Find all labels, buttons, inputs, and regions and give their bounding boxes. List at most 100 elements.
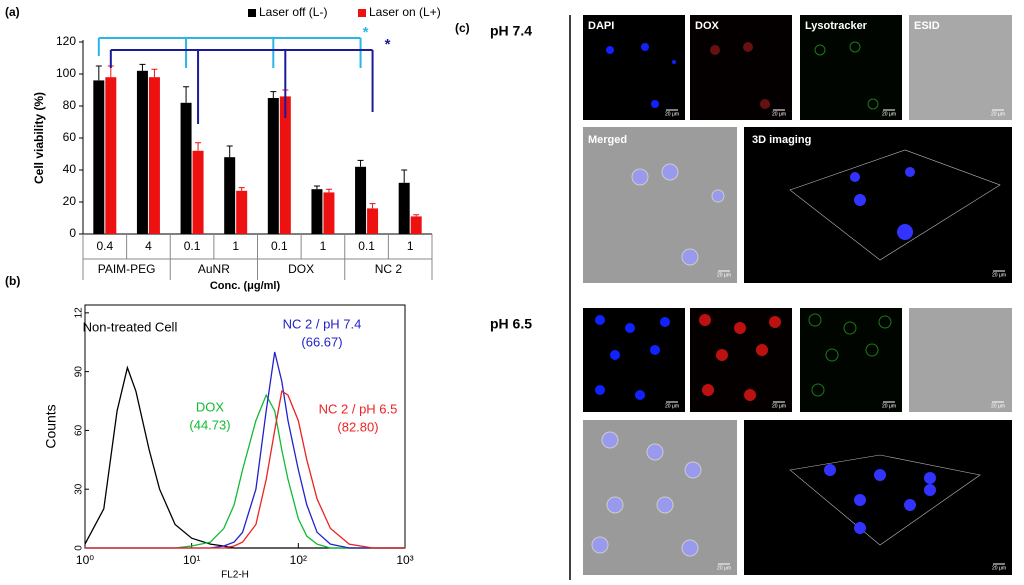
- scale-bar-label: 20 μm: [665, 111, 679, 117]
- error-bar: [313, 185, 320, 190]
- panel-label: (c): [455, 21, 470, 35]
- error-bar: [238, 187, 245, 191]
- error-bar: [413, 214, 420, 217]
- channel-label: DOX: [695, 20, 720, 32]
- series-label: NC 2 / pH 6.5: [319, 401, 398, 416]
- bar: [323, 192, 335, 234]
- y-tick-label: 60: [63, 130, 77, 144]
- error-bar: [270, 91, 277, 98]
- bar: [93, 80, 105, 235]
- error-bar: [95, 65, 102, 81]
- series-label: DOX: [196, 399, 225, 414]
- y-tick-label: 40: [63, 162, 77, 176]
- significance-bracket: [97, 37, 362, 68]
- error-bar: [401, 169, 408, 183]
- histogram-line: [85, 390, 405, 549]
- bar: [236, 190, 248, 234]
- significance-mark: *: [363, 24, 369, 41]
- micrographs: [569, 15, 1012, 580]
- bar: [311, 189, 323, 234]
- legend-label: Laser on (L+): [369, 5, 441, 19]
- scale-bar-label: 20 μm: [992, 272, 1006, 278]
- y-tick-label: 0: [69, 226, 76, 240]
- x-tick-label: 1: [407, 239, 414, 253]
- scale-bar-label: 20 μm: [992, 565, 1006, 571]
- scale-bar-label: 20 μm: [991, 403, 1005, 409]
- scale-bar-label: 20 μm: [772, 403, 786, 409]
- scale-bar-label: 20 μm: [882, 403, 896, 409]
- group-label: AuNR: [198, 262, 230, 276]
- scale-bar-label: 20 μm: [717, 272, 731, 278]
- bar: [279, 96, 291, 235]
- row-label: pH 6.5: [490, 316, 532, 332]
- bar: [410, 216, 422, 234]
- image-label: Merged: [588, 134, 627, 146]
- significance-mark: *: [385, 36, 391, 53]
- error-bar: [183, 86, 190, 103]
- series-label: Non-treated Cell: [83, 319, 178, 334]
- panel-label: (a): [5, 5, 20, 19]
- panel-c-labels: (c) pH 7.4 pH 6.5 DAPI DOX Lysotracker E…: [455, 20, 940, 332]
- x-tick-label: 10²: [290, 553, 307, 567]
- value-annotation: (82.80): [337, 419, 378, 434]
- legend-swatch: [358, 9, 366, 17]
- channel-label: Lysotracker: [805, 20, 868, 32]
- x-tick-label: 0.1: [271, 239, 288, 253]
- bar: [224, 157, 236, 234]
- scale-bar-label: 20 μm: [717, 565, 731, 571]
- bar: [148, 77, 160, 234]
- value-annotation: (66.67): [301, 334, 342, 349]
- y-tick-label: 80: [63, 98, 77, 112]
- group-label: NC 2: [375, 262, 403, 276]
- bar: [136, 70, 148, 234]
- error-bar: [226, 145, 233, 158]
- x-tick-label: 0.1: [184, 239, 201, 253]
- histogram-line: [84, 365, 405, 549]
- bar: [105, 77, 117, 234]
- legend-swatch: [248, 9, 256, 17]
- y-tick-label: 60: [74, 424, 85, 436]
- x-axis-label: Conc. (μg/ml): [210, 280, 281, 292]
- x-axis-label: FL2-H: [221, 570, 249, 581]
- legend-label: Laser off (L-): [259, 5, 327, 19]
- significance-bracket: [109, 49, 374, 124]
- bar: [267, 98, 279, 234]
- x-tick-label: 4: [145, 239, 152, 253]
- y-tick-label: 30: [74, 483, 85, 495]
- scale-bar-label: 20 μm: [665, 403, 679, 409]
- y-tick-label: 12: [74, 307, 85, 319]
- bar: [192, 150, 204, 234]
- x-tick-label: 10⁰: [76, 553, 94, 567]
- group-label: DOX: [288, 262, 314, 276]
- bar: [367, 208, 379, 234]
- y-tick-label: 90: [74, 366, 85, 378]
- value-annotation: (44.73): [189, 417, 230, 432]
- channel-label: ESID: [914, 20, 940, 32]
- y-tick-label: 120: [56, 34, 76, 48]
- series-label: NC 2 / pH 7.4: [283, 316, 362, 331]
- x-tick-label: 10¹: [183, 553, 200, 567]
- error-bar: [357, 159, 364, 167]
- y-axis-label: Cell viability (%): [32, 92, 46, 184]
- bar: [355, 166, 367, 234]
- panel-label: (b): [5, 274, 20, 288]
- bar: [398, 182, 410, 234]
- x-tick-label: 1: [232, 239, 239, 253]
- error-bar: [151, 68, 158, 78]
- bar: [180, 102, 192, 234]
- scale-bar-label: 20 μm: [882, 111, 896, 117]
- group-label: PAIM-PEG: [98, 262, 156, 276]
- x-tick-label: 1: [320, 239, 327, 253]
- error-bar: [139, 63, 146, 71]
- image-label: 3D imaging: [752, 134, 811, 146]
- scale-bar-label: 20 μm: [991, 111, 1005, 117]
- y-tick-label: 100: [56, 66, 76, 80]
- y-tick-label: 0: [74, 545, 85, 551]
- y-axis-label: Counts: [43, 404, 59, 448]
- error-bar: [195, 142, 202, 151]
- channel-label: DAPI: [588, 20, 614, 32]
- x-tick-label: 10³: [396, 553, 413, 567]
- row-label: pH 7.4: [490, 23, 532, 39]
- x-tick-label: 0.1: [358, 239, 375, 253]
